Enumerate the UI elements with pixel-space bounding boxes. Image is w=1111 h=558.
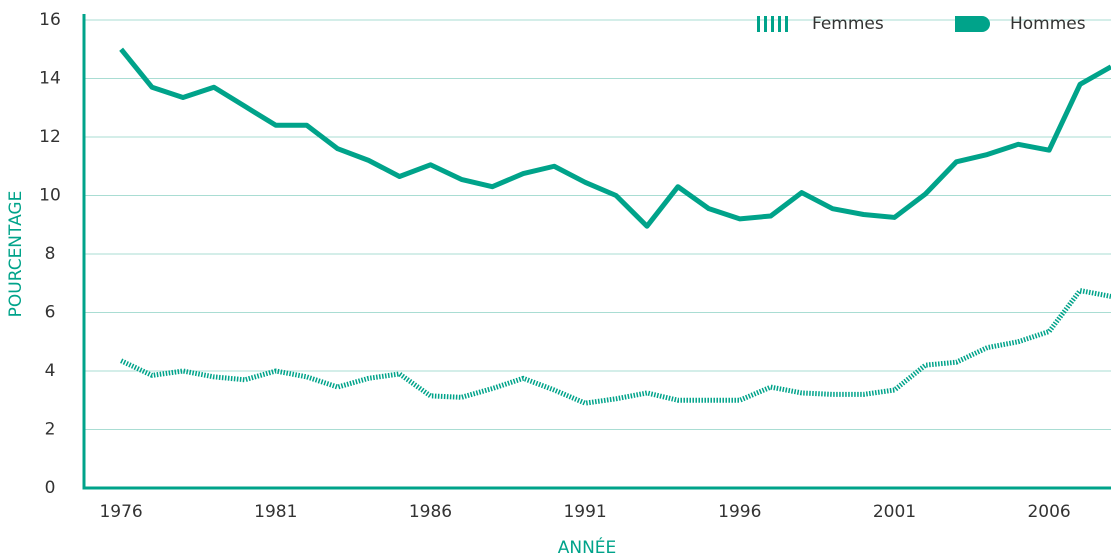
legend-label: Hommes [1010,14,1086,34]
y-tick-label: 10 [39,186,61,206]
legend-symbol [778,16,781,32]
series-line [119,47,1111,229]
y-tick-label: 2 [45,420,56,440]
y-axis-label: POURCENTAGE [6,191,26,318]
series-line [120,288,1111,406]
y-tick-label: 6 [45,303,56,323]
legend-label: Femmes [812,14,884,34]
y-tick-label: 0 [45,478,56,498]
y-tick-label: 8 [45,244,56,264]
legend-symbol [757,16,760,32]
legend-symbol [764,16,767,32]
x-tick-label: 2001 [873,502,916,522]
x-tick-label: 2006 [1027,502,1070,522]
legend-symbol [955,16,990,32]
x-tick-label: 1976 [99,502,142,522]
y-tick-label: 4 [45,361,56,381]
y-tick-label: 16 [39,10,61,30]
x-axis-label: ANNÉE [558,536,617,558]
legend-symbol [771,16,774,32]
x-tick-label: 1996 [718,502,761,522]
y-tick-label: 14 [39,69,61,89]
x-tick-label: 1991 [563,502,606,522]
y-tick-label: 12 [39,127,61,147]
x-tick-label: 1981 [254,502,297,522]
legend-symbol [785,16,788,32]
x-tick-label: 1986 [409,502,452,522]
